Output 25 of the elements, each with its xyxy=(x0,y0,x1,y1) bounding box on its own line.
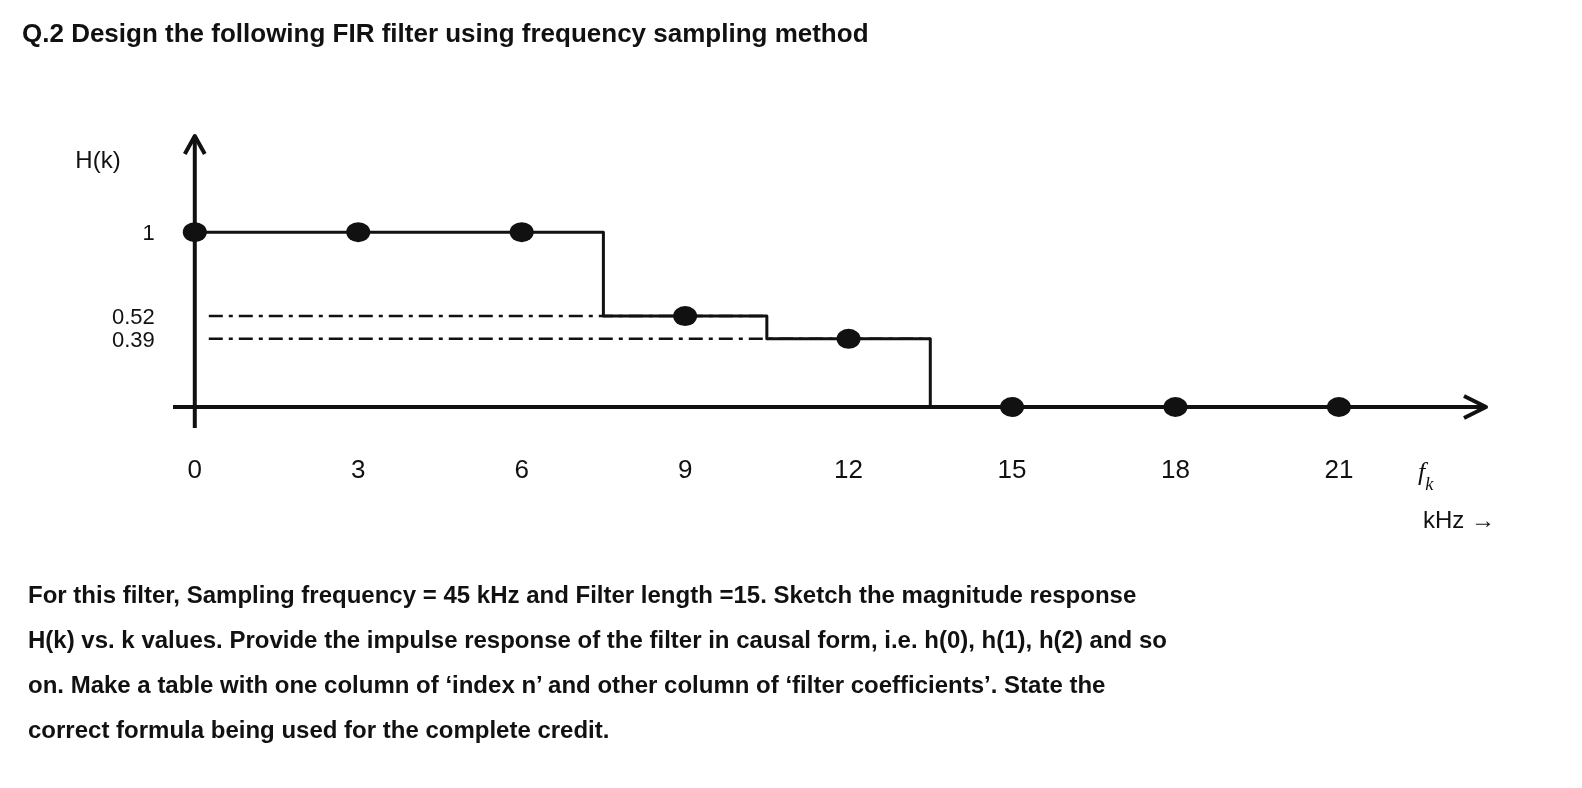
point xyxy=(1326,397,1351,418)
chart-title: Q.2 Design the following FIR filter using frequency sampling method xyxy=(22,18,869,48)
x-axis-title: f$_{k}$ xyxy=(1418,457,1435,494)
text: kHz → xyxy=(1423,506,1495,533)
text: correct formula being used for the complete credit. xyxy=(28,716,610,743)
point xyxy=(509,222,534,243)
x-tick-label: 15 xyxy=(997,454,1027,484)
point xyxy=(182,222,207,243)
y-tick-label: 1 xyxy=(142,220,155,246)
y-axis-title: H(k) xyxy=(75,146,121,173)
text: on. Make a table with one column of ‘index n’ and other column of ‘filter coefficients’. State the xyxy=(28,671,1106,698)
x-tick-label: 6 xyxy=(514,454,529,484)
point xyxy=(346,222,371,243)
point xyxy=(1163,397,1188,418)
x-tick-label: 0 xyxy=(187,454,203,484)
text: H(k) vs. k values. Provide the impulse response of the filter in causal form, i.e. h(0), h(1), h(2) and so xyxy=(28,626,1167,653)
x-tick-label: 9 xyxy=(677,454,693,484)
x-tick-label: 3 xyxy=(351,454,366,484)
x-tick-label: 18 xyxy=(1161,454,1190,484)
point xyxy=(673,306,698,327)
x-tick-label: 21 xyxy=(1324,454,1354,484)
text: For this filter, Sampling frequency = 45 kHz and Filter length =15. Sketch the magnitude response xyxy=(28,581,1137,608)
point xyxy=(836,328,861,349)
x-tick-label: 12 xyxy=(834,454,864,484)
point xyxy=(1000,397,1025,418)
